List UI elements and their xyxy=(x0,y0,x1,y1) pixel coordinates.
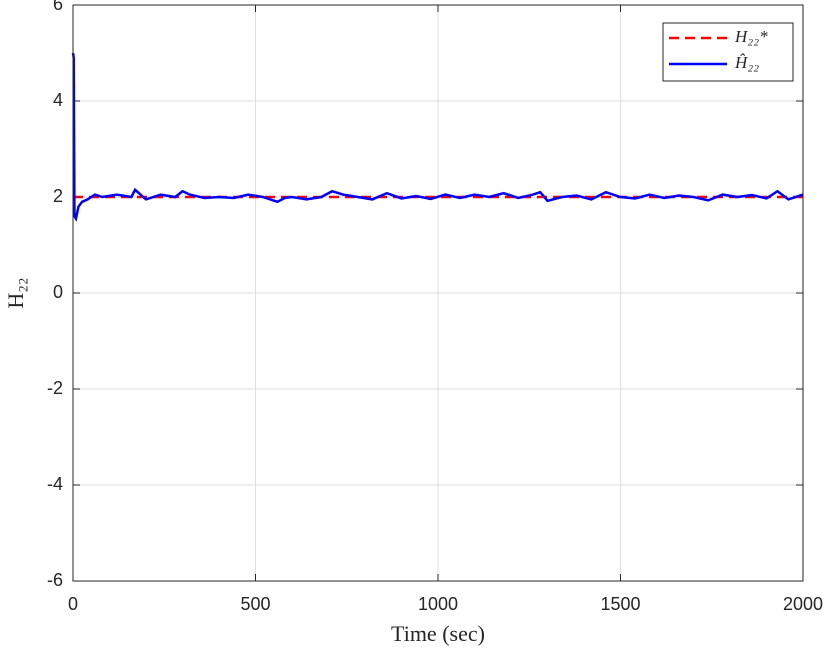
x-tick-label: 500 xyxy=(240,594,270,614)
y-tick-label: -4 xyxy=(47,474,63,494)
x-tick-label: 2000 xyxy=(783,594,823,614)
legend-label: Ĥ₂₂ xyxy=(734,53,759,72)
x-tick-label: 0 xyxy=(68,594,78,614)
y-tick-label: 4 xyxy=(53,90,63,110)
x-tick-label: 1500 xyxy=(600,594,640,614)
y-tick-label: 6 xyxy=(53,0,63,14)
legend-box xyxy=(662,22,794,82)
data-line xyxy=(71,52,804,222)
y-tick-label: -6 xyxy=(47,570,63,590)
y-tick-label: -2 xyxy=(47,378,63,398)
legend-label: H₂₂* xyxy=(734,27,768,46)
x-tick-label: 1000 xyxy=(418,594,458,614)
y-tick-label: 2 xyxy=(53,186,63,206)
axes-frame xyxy=(72,4,804,582)
y-tick-label: 0 xyxy=(53,282,63,302)
x-axis-label: Time (sec) xyxy=(391,621,485,646)
y-axis-label: H₂₂ xyxy=(3,277,28,308)
